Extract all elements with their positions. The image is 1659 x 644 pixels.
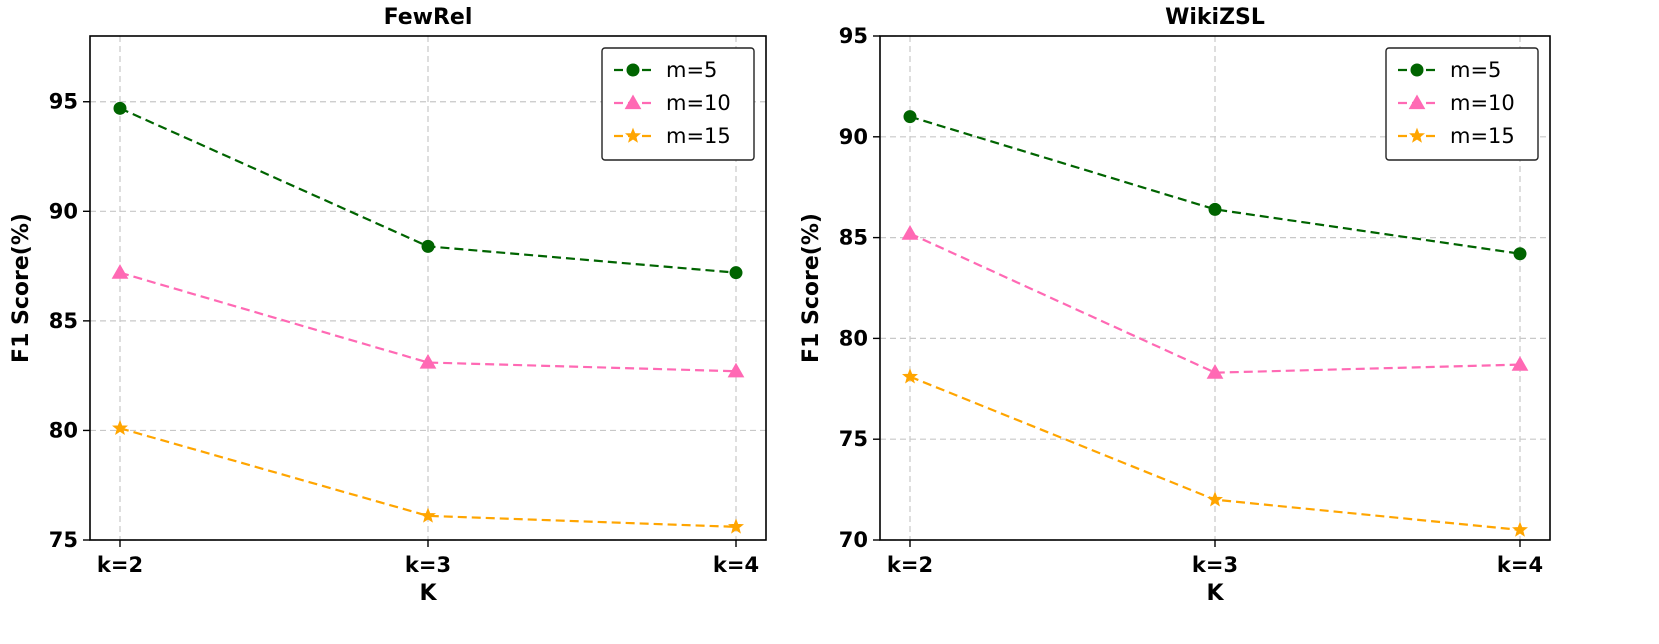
y-tick-label: 70	[839, 528, 868, 552]
x-tick-label: k=3	[1192, 553, 1238, 577]
data-point	[419, 353, 437, 369]
chart-title: WikiZSL	[1165, 5, 1265, 30]
data-point	[421, 239, 435, 253]
legend-box	[1385, 47, 1539, 161]
data-point	[112, 419, 128, 436]
data-point	[1511, 356, 1529, 371]
legend-box	[601, 47, 755, 161]
data-point	[111, 264, 129, 279]
data-point	[727, 362, 745, 378]
data-point	[420, 507, 436, 523]
y-axis-label: F1 Score(%)	[799, 213, 824, 363]
x-tick-label: k=4	[1497, 553, 1543, 577]
chart-title: FewRel	[384, 5, 473, 30]
x-tick-label: k=2	[97, 553, 143, 577]
legend-item: m=10	[614, 91, 731, 115]
legend-item: m=5	[614, 58, 717, 82]
y-tick-label: 85	[49, 309, 78, 333]
data-point	[1207, 491, 1223, 507]
legend-marker	[625, 127, 641, 143]
x-tick-label: k=3	[405, 553, 451, 577]
y-tick-label: 80	[49, 418, 78, 442]
series-line	[909, 232, 1521, 374]
y-tick-label: 75	[49, 528, 78, 552]
series-line	[119, 427, 737, 528]
legend-item: m=15	[614, 124, 731, 148]
y-tick-label: 90	[49, 199, 78, 223]
x-tick-label: k=4	[713, 553, 759, 577]
legend-marker	[1408, 94, 1426, 110]
data-point	[1512, 521, 1528, 537]
series-m=10	[901, 225, 1529, 379]
legend-marker	[624, 94, 642, 110]
data-point	[113, 101, 127, 115]
legend: m=5 m=10 m=15	[1385, 47, 1539, 161]
y-tick-label: 95	[49, 90, 78, 114]
series-m=5	[903, 110, 1527, 261]
legend: m=5 m=10 m=15	[601, 47, 755, 161]
legend-label: m=10	[1450, 91, 1515, 115]
legend-item: m=5	[1398, 58, 1501, 82]
y-tick-label: 95	[839, 24, 868, 48]
chart-fewrel: 75 80 85 90 95 k=2 k=3 k=4 FewRel K F1 Score(%) m=5…	[9, 5, 767, 606]
x-axis-label: K	[419, 581, 437, 606]
legend-label: m=5	[666, 58, 717, 82]
series-m=15	[112, 419, 744, 534]
y-tick-label: 85	[839, 226, 868, 250]
x-tick-label: k=2	[887, 553, 933, 577]
series-m=15	[902, 368, 1528, 537]
data-point	[901, 225, 919, 240]
data-point	[1206, 364, 1224, 379]
data-point	[903, 110, 917, 124]
legend-label: m=10	[666, 91, 731, 115]
legend-label: m=5	[1450, 58, 1501, 82]
chart-wikizsl: 70 75 80 85 90 95 k=2 k=3 k=4 WikiZSL K F1 Score(%)…	[799, 5, 1551, 606]
data-point	[902, 368, 918, 384]
x-axis-label: K	[1206, 581, 1224, 606]
y-tick-label: 75	[839, 427, 868, 451]
data-point	[729, 266, 743, 280]
series-line	[909, 115, 1521, 255]
y-tick-label: 90	[839, 125, 868, 149]
y-tick-label: 80	[839, 326, 868, 350]
legend-marker	[1410, 63, 1424, 77]
series-m=5	[113, 101, 743, 280]
data-point	[1513, 247, 1527, 261]
legend-item: m=15	[1398, 124, 1515, 148]
data-point	[1208, 202, 1222, 216]
legend-label: m=15	[1450, 124, 1515, 148]
data-point	[728, 518, 744, 534]
legend-label: m=15	[666, 124, 731, 148]
y-axis-label: F1 Score(%)	[9, 213, 34, 363]
legend-marker	[1409, 127, 1425, 143]
legend-item: m=10	[1398, 91, 1515, 115]
series-line	[119, 271, 737, 373]
series-m=10	[111, 264, 745, 378]
legend-marker	[626, 63, 640, 77]
